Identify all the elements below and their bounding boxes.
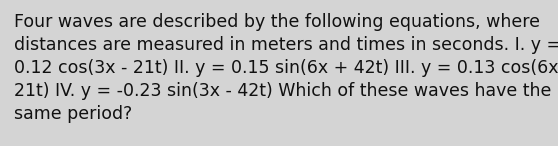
Text: Four waves are described by the following equations, where
distances are measure: Four waves are described by the followin… [14, 13, 558, 123]
